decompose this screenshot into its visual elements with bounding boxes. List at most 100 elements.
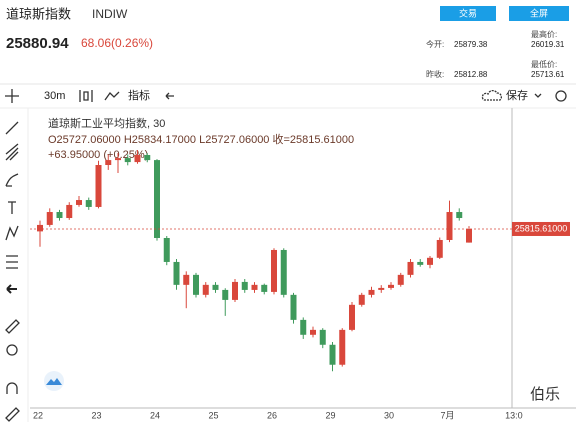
candle-body — [436, 239, 443, 258]
legend-change: +63.95000 (+0.25%) — [48, 149, 148, 161]
x-tick-label: 22 — [33, 410, 43, 420]
candle-body — [85, 200, 92, 207]
x-tick-label: 30 — [384, 410, 394, 420]
candle-body — [183, 274, 190, 285]
candle-body — [407, 261, 414, 275]
crosshair-icon[interactable] — [5, 89, 19, 103]
legend-name: 道琼斯工业平均指数, 30 — [48, 116, 165, 130]
pencil-tool[interactable] — [5, 407, 20, 422]
x-tick-label: 29 — [325, 410, 335, 420]
candle-body — [232, 281, 238, 300]
candle-body — [241, 281, 248, 290]
logo-circle[interactable] — [44, 371, 64, 391]
x-tick-label: 24 — [150, 410, 160, 420]
line-tool[interactable] — [5, 121, 19, 135]
candle-body — [339, 329, 346, 365]
text-tool[interactable] — [8, 201, 16, 214]
price: 25880.94 — [6, 35, 69, 52]
candle-body — [222, 289, 229, 300]
x-tick-label: 13:0 — [505, 410, 523, 420]
candle-body — [456, 212, 463, 219]
candle-body — [134, 155, 141, 163]
candle-body — [261, 284, 268, 292]
candle-body — [76, 200, 82, 205]
last-price-box — [512, 221, 570, 236]
pattern-tool[interactable] — [5, 225, 19, 241]
candle-body — [37, 224, 43, 232]
cloud-icon[interactable] — [481, 89, 502, 101]
candle-icon[interactable] — [79, 90, 93, 102]
stat-value: 25713.61 — [531, 70, 565, 79]
zoom-tool[interactable] — [6, 344, 18, 356]
change: 68.06(0.26%) — [81, 36, 153, 50]
indicator[interactable]: 指标 — [128, 88, 150, 102]
fullscreen-label: 全屏 — [530, 7, 548, 18]
candle-body — [163, 237, 170, 262]
watermark: 伯乐 — [530, 386, 560, 403]
indicator-icon[interactable] — [104, 91, 120, 101]
candle-body — [329, 344, 336, 365]
candle-body — [46, 212, 53, 225]
stat-label: 昨收: — [426, 69, 444, 79]
plot: 22 23 24 25 26 29 30 7月 13:0 25815.61000 — [30, 149, 570, 420]
stat-label: 最低价: — [531, 59, 557, 69]
back-tool[interactable] — [6, 284, 17, 294]
stat-label: 今开: — [426, 39, 444, 49]
candle-body — [271, 249, 277, 292]
magnet-tool[interactable] — [6, 382, 18, 394]
logo — [46, 378, 62, 385]
x-tick-label: 7月 — [440, 410, 454, 420]
candle-body — [349, 304, 355, 330]
candle-body — [212, 284, 219, 290]
stat-label: 最高价: — [531, 29, 557, 39]
candle-body — [378, 287, 385, 290]
measure-tool[interactable] — [6, 255, 18, 269]
brush-tool[interactable] — [5, 173, 19, 187]
candle-body — [154, 160, 160, 238]
x-tick-label: 26 — [267, 410, 277, 420]
settings-icon[interactable] — [555, 90, 567, 102]
candle-body — [251, 284, 258, 290]
ruler-tool[interactable] — [5, 319, 20, 334]
candle-body — [105, 160, 112, 166]
candle-body — [56, 212, 63, 219]
candle-body — [144, 155, 151, 161]
fib-tool[interactable] — [5, 143, 19, 161]
x-tick-label: 25 — [208, 410, 218, 420]
candle-body — [310, 329, 316, 335]
fullscreen-button[interactable] — [509, 6, 569, 21]
candle-body — [173, 261, 180, 285]
candle-body — [466, 228, 472, 243]
candle-body — [417, 261, 424, 265]
candle-body — [66, 204, 73, 219]
dropdown-icon[interactable] — [534, 93, 542, 98]
candle-body — [368, 289, 375, 295]
candle-body — [124, 158, 131, 163]
undo-icon[interactable] — [165, 92, 174, 100]
candle-body — [202, 284, 209, 295]
code: INDIW — [92, 7, 128, 21]
candle-body — [446, 212, 453, 240]
candle-body — [319, 329, 326, 345]
candle-body — [397, 274, 404, 285]
candle-body — [358, 294, 365, 305]
legend-ohlc: O25727.06000 H25834.17000 L25727.06000 收… — [48, 132, 354, 146]
stat-value: 25879.38 — [454, 40, 488, 49]
stat-value: 25812.88 — [454, 70, 488, 79]
candle-body — [115, 158, 121, 161]
candle-body — [290, 294, 297, 320]
interval[interactable]: 30m — [44, 90, 65, 102]
candle-body — [300, 319, 307, 335]
candle-body — [95, 165, 102, 207]
candle-body — [427, 257, 433, 265]
save[interactable]: 保存 — [506, 88, 528, 102]
trade-button[interactable] — [440, 6, 496, 21]
candle-body — [280, 249, 287, 295]
last-price-label: 25815.61000 — [515, 223, 568, 233]
candle-body — [193, 274, 199, 295]
candle-body — [388, 284, 394, 288]
title: 道琼斯指数 — [6, 6, 71, 21]
trade-label: 交易 — [459, 7, 477, 18]
